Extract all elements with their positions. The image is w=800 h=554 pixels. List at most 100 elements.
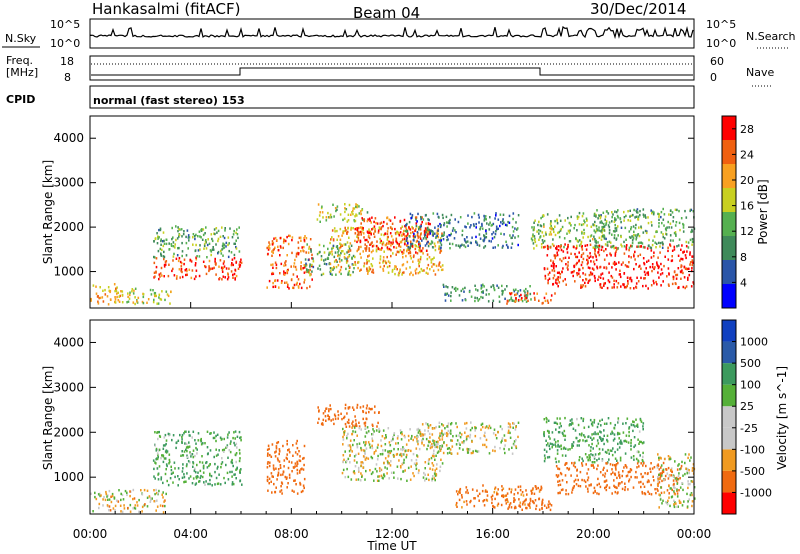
heatmap-cell <box>593 229 596 232</box>
heatmap-cell <box>623 252 626 255</box>
heatmap-cell <box>615 468 617 471</box>
heatmap-cell <box>169 302 171 305</box>
heatmap-cell <box>614 254 617 257</box>
heatmap-cell <box>533 492 536 495</box>
heatmap-cell <box>443 285 445 288</box>
heatmap-cell <box>677 464 679 467</box>
heatmap-cell <box>274 246 276 249</box>
heatmap-cell <box>178 478 180 481</box>
heatmap-cell <box>567 229 570 233</box>
heatmap-cell <box>415 267 418 271</box>
heatmap-cell <box>376 240 378 243</box>
heatmap-cell <box>386 246 389 249</box>
freq-label-line1: Freq. <box>6 54 33 67</box>
heatmap-cell <box>600 431 602 434</box>
heatmap-cell <box>684 453 687 456</box>
heatmap-cell <box>284 281 286 284</box>
heatmap-cell <box>604 215 607 218</box>
heatmap-cell <box>584 244 587 247</box>
heatmap-cell <box>623 240 625 244</box>
heatmap-cell <box>236 228 238 231</box>
heatmap-cell <box>272 285 274 289</box>
heatmap-cell <box>604 486 606 490</box>
heatmap-cell <box>466 489 469 492</box>
heatmap-cell <box>403 447 405 451</box>
heatmap-cell <box>446 235 448 238</box>
heatmap-cell <box>578 268 581 271</box>
heatmap-cell <box>575 237 577 240</box>
heatmap-cell <box>607 224 610 227</box>
heatmap-cell <box>660 474 663 477</box>
heatmap-cell <box>188 239 190 242</box>
heatmap-cell <box>408 439 410 442</box>
heatmap-cell <box>371 407 373 411</box>
heatmap-cell <box>609 252 612 256</box>
heatmap-cell <box>328 251 331 255</box>
heatmap-cell <box>180 265 183 268</box>
heatmap-cell <box>286 269 288 273</box>
heatmap-cell <box>591 424 594 427</box>
heatmap-cell <box>162 496 164 499</box>
heatmap-cell <box>615 279 618 283</box>
heatmap-cell <box>298 469 301 473</box>
heatmap-cell <box>678 472 680 475</box>
heatmap-cell <box>318 417 320 421</box>
heatmap-cell <box>450 294 452 298</box>
heatmap-cell <box>675 233 677 236</box>
heatmap-cell <box>592 464 594 467</box>
heatmap-cell <box>375 250 378 253</box>
heatmap-cell <box>666 503 669 506</box>
heatmap-cell <box>288 476 291 479</box>
heatmap-cell <box>406 230 409 233</box>
heatmap-cell <box>561 270 563 274</box>
heatmap-cell <box>235 231 237 234</box>
heatmap-cell <box>348 236 350 239</box>
heatmap-cell <box>433 443 436 446</box>
heatmap-cell <box>456 439 459 442</box>
heatmap-cell <box>435 473 438 476</box>
heatmap-cell <box>192 455 195 459</box>
heatmap-cell <box>676 492 679 495</box>
heatmap-cell <box>605 222 608 225</box>
heatmap-cell <box>152 459 155 462</box>
heatmap-cell <box>288 234 290 237</box>
heatmap-cell <box>221 278 223 281</box>
heatmap-cell <box>165 442 167 446</box>
heatmap-cell <box>479 437 482 440</box>
heatmap-cell <box>642 284 644 288</box>
heatmap-cell <box>222 243 225 246</box>
heatmap-cell <box>226 445 228 449</box>
heatmap-cell <box>469 226 471 229</box>
heatmap-cell <box>132 488 135 492</box>
heatmap-cell <box>272 475 274 478</box>
heatmap-cell <box>460 289 463 293</box>
heatmap-cell <box>509 425 512 429</box>
heatmap-cell <box>347 418 350 422</box>
heatmap-cell <box>598 244 601 247</box>
heatmap-cell <box>472 451 474 455</box>
heatmap-cell <box>432 263 435 266</box>
heatmap-cell <box>642 459 644 463</box>
heatmap-cell <box>620 263 623 266</box>
heatmap-cell <box>602 222 605 226</box>
heatmap-cell <box>560 248 563 252</box>
heatmap-cell <box>178 257 181 260</box>
heatmap-cell <box>594 231 597 234</box>
heatmap-cell <box>221 270 224 273</box>
heatmap-cell <box>111 492 114 496</box>
heatmap-cell <box>484 431 486 434</box>
heatmap-cell <box>502 213 505 216</box>
heatmap-cell <box>416 230 419 234</box>
heatmap-cell <box>598 253 601 257</box>
heatmap-cell <box>438 216 440 219</box>
heatmap-cell <box>639 440 641 443</box>
heatmap-cell <box>477 299 479 302</box>
heatmap-cell <box>402 461 404 465</box>
heatmap-cell <box>596 267 599 270</box>
heatmap-cell <box>662 242 664 246</box>
heatmap-cell <box>597 432 599 436</box>
heatmap-cell <box>356 434 358 437</box>
heatmap-cell <box>405 449 407 452</box>
heatmap-cell <box>558 431 561 434</box>
heatmap-cell <box>188 430 190 434</box>
